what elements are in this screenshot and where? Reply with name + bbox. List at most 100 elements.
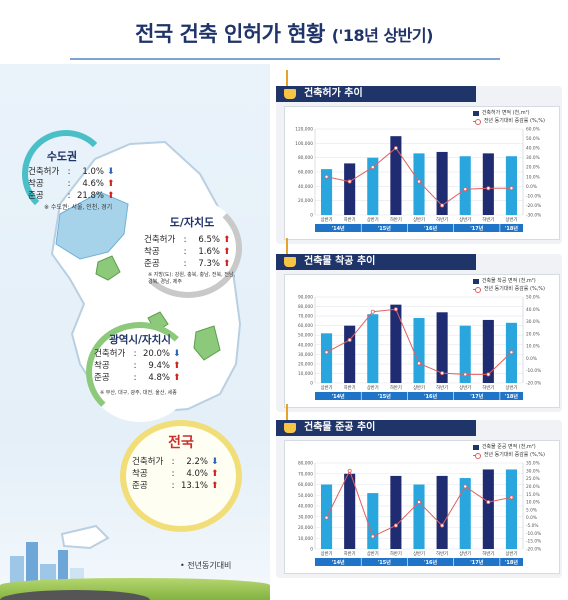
y-tick-label-right: 0.0% <box>526 356 537 362</box>
legend-line-swatch <box>472 452 481 459</box>
year-label: '17년 <box>470 559 483 566</box>
arrow-down-icon: ⬇ <box>173 348 181 359</box>
x-tick-label: 상반기 <box>321 384 333 391</box>
y-tick-label-right: 25.0% <box>526 476 540 482</box>
province-note: ※ 지방(도): 강원, 충북, 충남, 전북, 전남, 경북, 경남, 제주 <box>148 272 236 285</box>
bar <box>459 325 471 383</box>
y-tick-label-right: 20.0% <box>526 331 540 337</box>
y-tick-label-left: 20,000 <box>298 198 313 204</box>
hardhat-icon <box>284 423 296 433</box>
bar <box>344 163 356 215</box>
line-point <box>440 523 445 528</box>
stat-value: 20.0% <box>142 349 170 359</box>
y-tick-label-left: 40,000 <box>298 504 313 510</box>
y-tick-label-right: 60.0% <box>526 127 540 133</box>
x-tick-label: 하반기 <box>344 216 356 223</box>
year-label: '18년 <box>505 559 518 566</box>
x-tick-label: 상반기 <box>413 216 425 223</box>
legend-label: 건축물 착공 면적 (천,m²) <box>481 278 536 284</box>
x-tick-label: 상반기 <box>367 384 379 391</box>
stat-label: 준공 <box>94 373 110 383</box>
year-band <box>315 558 523 566</box>
page-title: 전국 건축 인허가 현황 ('18년 상반기) <box>0 18 568 48</box>
stat-row: 착공:4.0% ⬆ <box>132 468 219 479</box>
arrow-up-icon: ⬆ <box>173 360 181 371</box>
y-tick-label-left: 80,000 <box>298 461 313 467</box>
hardhat-icon <box>284 257 296 267</box>
bar <box>482 319 494 383</box>
y-tick-label-right: 0.0% <box>526 515 537 521</box>
y-tick-label-right: -5.0% <box>526 523 538 529</box>
bar <box>390 136 402 215</box>
year-label: '14년 <box>332 225 345 232</box>
stat-label: 건축허가 <box>28 167 60 177</box>
line-point <box>486 186 491 191</box>
chart-header: 건축물 준공 추이 <box>276 420 476 436</box>
jeju-island <box>60 524 110 550</box>
stat-value: 7.3% <box>198 259 220 269</box>
line-point <box>440 203 445 208</box>
stat-value: 21.8% <box>76 191 104 201</box>
stat-value: 9.4% <box>148 361 170 371</box>
stat-row: 준공:7.3% ⬆ <box>144 258 231 269</box>
year-label: '15년 <box>378 225 391 232</box>
national-ring <box>120 420 242 532</box>
line-point <box>324 174 329 179</box>
stat-value: 4.0% <box>186 469 208 479</box>
y-tick-label-left: 80,000 <box>298 155 313 161</box>
year-label: '16년 <box>424 393 437 400</box>
y-tick-label-left: 120,000 <box>295 127 313 133</box>
x-tick-label: 하반기 <box>390 384 402 391</box>
year-label: '15년 <box>378 559 391 566</box>
capital-stats: 건축허가:1.0% ⬇ 착공:4.6% ⬆ 준공:21.8% ⬆ <box>28 166 115 202</box>
legend-label: 건축물 준공 면적 (천,m²) <box>481 444 536 450</box>
hanger-hook <box>286 404 288 422</box>
y-tick-label-right: 30.0% <box>526 319 540 325</box>
stat-value: 1.6% <box>198 247 220 257</box>
y-tick-label-left: 30,000 <box>298 352 313 358</box>
bar <box>367 314 379 383</box>
y-tick-label-right: -30.0% <box>526 213 541 219</box>
y-tick-label-left: 80,000 <box>298 304 313 310</box>
stat-row: 착공:1.6% ⬆ <box>144 246 231 257</box>
line-point <box>393 523 398 528</box>
line-point <box>347 179 352 184</box>
bar <box>321 333 333 383</box>
stat-label: 건축허가 <box>132 457 164 467</box>
y-tick-label-left: 10,000 <box>298 371 313 377</box>
line-point <box>347 338 352 343</box>
y-tick-label-left: 20,000 <box>298 525 313 531</box>
x-tick-label: 상반기 <box>459 384 471 391</box>
chart-panel-permit: 건축허가 추이 건축허가 면적 (천,m²) 전년 동기대비 증감률 (%,%)… <box>276 86 562 244</box>
road-illustration <box>0 590 150 600</box>
line-point <box>509 495 514 500</box>
national-title: 전국 <box>168 435 194 451</box>
bar <box>413 153 425 215</box>
line-point <box>416 361 421 366</box>
year-label: '16년 <box>424 225 437 232</box>
line-point <box>509 186 514 191</box>
y-tick-label-left: 40,000 <box>298 342 313 348</box>
arrow-up-icon: ⬆ <box>223 258 231 269</box>
y-tick-label-left: 100,000 <box>295 141 313 147</box>
bar <box>344 473 356 549</box>
y-tick-label-left: 0 <box>310 381 313 387</box>
line-point <box>324 350 329 355</box>
chart-title: 건축허가 추이 <box>304 88 363 99</box>
y-tick-label-right: 40.0% <box>526 307 540 313</box>
chart-legend: 건축물 착공 면적 (천,m²) 전년 동기대비 증감률 (%,%) <box>472 277 545 293</box>
y-tick-label-right: 30.0% <box>526 468 540 474</box>
y-tick-label-right: -10.0% <box>526 193 541 199</box>
y-tick-label-right: 20.0% <box>526 165 540 171</box>
footnote: • 전년동기대비 <box>180 561 232 570</box>
chart-svg: 0 20,000 40,000 60,000 80,000 100,000 120,000 -… <box>295 127 541 232</box>
stat-label: 준공 <box>144 259 160 269</box>
stat-row: 건축허가:2.2% ⬇ <box>132 456 219 467</box>
year-label: '14년 <box>332 559 345 566</box>
x-tick-label: 하반기 <box>482 550 494 557</box>
y-tick-label-left: 50,000 <box>298 333 313 339</box>
y-tick-label-right: 40.0% <box>526 146 540 152</box>
year-band <box>315 224 523 232</box>
metro-note: ※ 부산, 대구, 광주, 대전, 울산, 세종 <box>100 390 177 396</box>
capital-note: ※ 수도권: 서울, 인천, 경기 <box>44 204 113 211</box>
